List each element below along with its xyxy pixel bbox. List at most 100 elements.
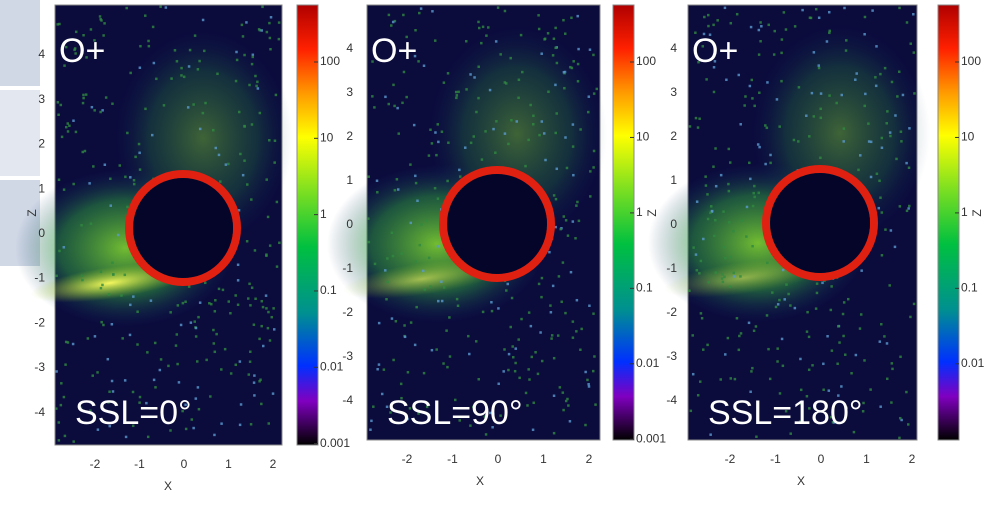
noise <box>702 32 706 36</box>
noise <box>373 106 376 109</box>
noise <box>147 44 151 48</box>
noise <box>765 126 769 130</box>
noise <box>384 95 387 99</box>
noise <box>212 328 215 332</box>
noise <box>55 274 58 278</box>
noise <box>417 412 420 415</box>
noise <box>702 237 705 241</box>
noise <box>781 268 785 272</box>
noise <box>268 36 272 40</box>
noise <box>829 415 833 419</box>
noise <box>203 281 207 285</box>
noise <box>155 77 158 81</box>
noise <box>713 234 716 238</box>
noise <box>484 433 488 436</box>
noise <box>885 342 889 345</box>
noise <box>592 312 595 315</box>
noise <box>477 65 480 69</box>
noise <box>819 107 822 111</box>
noise <box>584 370 587 374</box>
noise <box>890 362 894 365</box>
noise <box>908 204 911 208</box>
noise <box>110 322 114 326</box>
noise <box>455 297 459 301</box>
noise <box>170 77 173 80</box>
y-tick-label: 2 <box>346 129 353 143</box>
noise <box>422 371 426 375</box>
noise <box>123 379 127 382</box>
noise <box>494 40 498 43</box>
noise <box>442 286 446 289</box>
noise <box>706 217 710 221</box>
noise <box>509 325 512 329</box>
noise <box>149 299 153 302</box>
noise <box>579 348 582 352</box>
noise <box>182 75 186 79</box>
noise <box>58 22 61 26</box>
noise <box>576 14 579 18</box>
noise <box>277 21 281 24</box>
noise <box>492 127 495 131</box>
noise <box>213 350 217 354</box>
noise <box>719 378 722 381</box>
noise <box>198 59 201 63</box>
noise <box>469 424 472 427</box>
noise <box>430 348 434 352</box>
noise <box>913 92 916 95</box>
noise <box>584 423 587 427</box>
noise <box>57 178 61 181</box>
noise <box>511 345 514 348</box>
noise <box>592 149 596 153</box>
noise <box>888 131 892 134</box>
x-axis-label: X <box>476 474 484 488</box>
noise <box>184 403 187 407</box>
noise <box>390 24 393 27</box>
noise <box>502 370 505 373</box>
noise <box>507 352 511 356</box>
noise <box>367 175 370 178</box>
noise <box>764 124 767 127</box>
noise <box>706 343 709 347</box>
noise <box>227 300 231 303</box>
noise <box>832 421 836 424</box>
noise <box>66 122 69 125</box>
noise <box>695 200 699 203</box>
noise <box>829 308 833 312</box>
noise <box>252 323 256 326</box>
noise <box>208 302 211 305</box>
noise <box>472 135 476 138</box>
noise <box>709 433 712 436</box>
colorbar-tick-label: 0.001 <box>636 431 666 445</box>
noise <box>517 96 520 100</box>
noise <box>793 25 797 28</box>
y-axis-label: Z <box>645 209 659 216</box>
noise <box>828 29 831 33</box>
noise <box>481 25 485 29</box>
noise <box>894 114 897 117</box>
noise <box>883 335 886 338</box>
noise <box>474 340 478 343</box>
noise <box>699 259 703 263</box>
noise <box>571 336 575 339</box>
colorbar-tick-label: 0.1 <box>320 283 337 297</box>
noise <box>78 405 81 408</box>
noise <box>429 128 432 132</box>
noise <box>552 394 556 398</box>
noise <box>243 53 246 57</box>
noise <box>564 311 567 315</box>
noise <box>905 209 909 213</box>
noise <box>390 317 394 320</box>
noise <box>219 180 222 183</box>
noise <box>782 11 786 14</box>
y-tick-label: -2 <box>34 315 45 329</box>
noise <box>909 315 912 319</box>
noise <box>477 20 480 24</box>
noise <box>571 220 575 223</box>
noise <box>725 78 728 82</box>
noise <box>727 189 731 193</box>
noise <box>798 420 802 423</box>
noise <box>62 395 66 399</box>
noise <box>859 154 862 157</box>
noise <box>241 35 245 38</box>
noise <box>144 107 147 111</box>
